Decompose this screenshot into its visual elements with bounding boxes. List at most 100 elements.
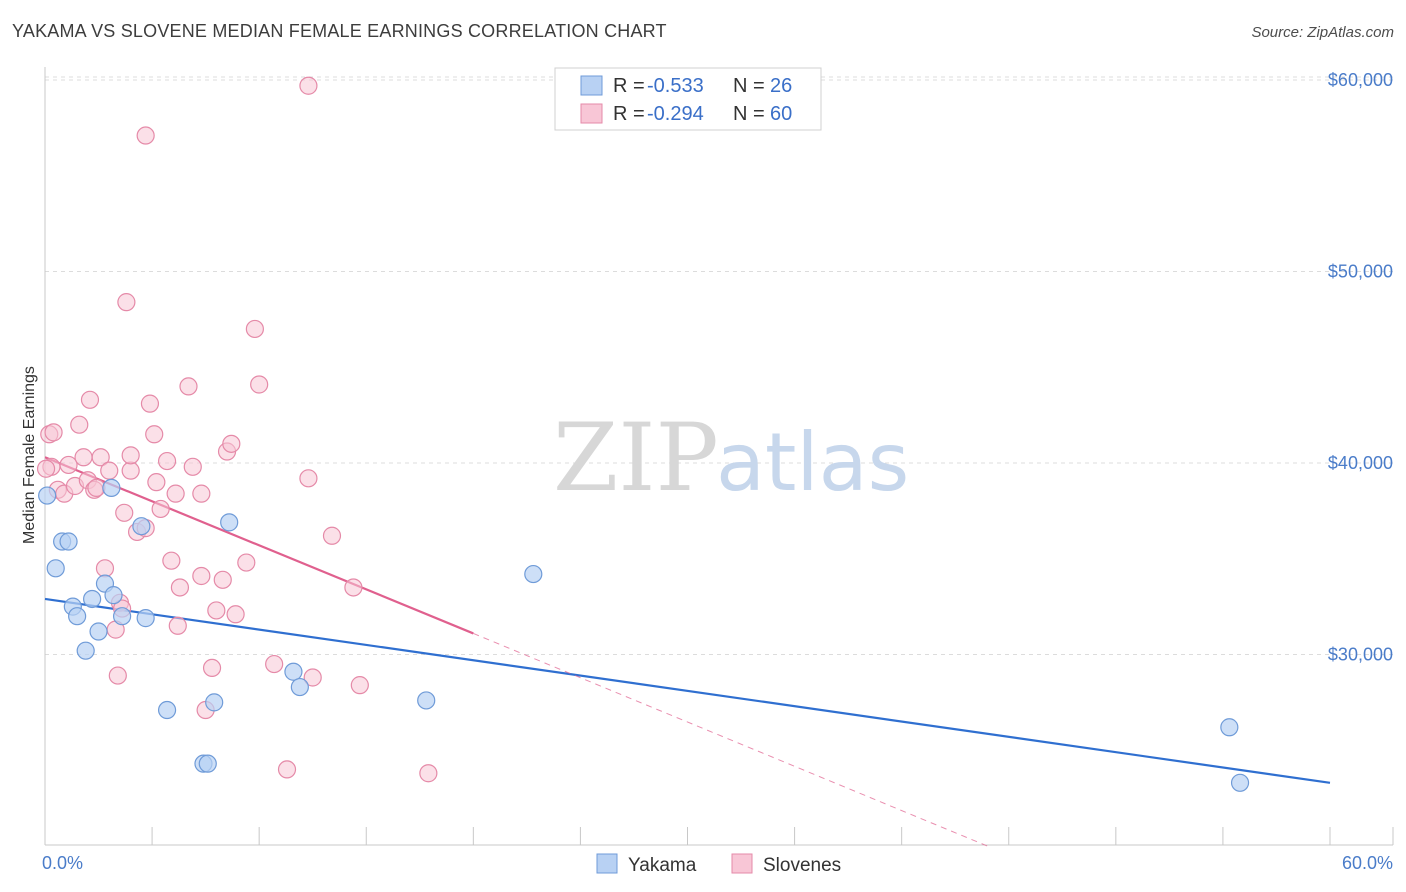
slovenes-point (166, 484, 185, 503)
labels-layer: $30,000 $40,000 $50,000 $60,000 0.0% 60.0% (42, 70, 1393, 873)
legend-slovenes-n-value: 60 (770, 103, 792, 125)
yakama-point (290, 677, 309, 697)
slovenes-point (145, 425, 164, 444)
yakama-point (417, 691, 436, 710)
yakama-point (136, 609, 155, 628)
points-layer (36, 76, 1250, 792)
yakama-point (198, 754, 217, 773)
slovenes-point (91, 448, 110, 467)
y-tick-label: $50,000 (1328, 262, 1393, 282)
slovenes-point (70, 415, 89, 434)
slovenes-point (115, 503, 134, 522)
slovenes-point (162, 551, 181, 570)
yakama-point (89, 622, 108, 641)
slovenes-point (207, 601, 226, 620)
slovenes-point (265, 654, 284, 674)
watermark-zip: ZIP (553, 404, 719, 513)
slovenes-point (179, 377, 198, 396)
trend-layer (44, 456, 1331, 847)
slovenes-point (74, 448, 93, 467)
slovenes-point (322, 526, 342, 545)
slovenes-point (277, 760, 297, 779)
yakama-point (220, 513, 239, 532)
watermark-atlas: atlas (716, 416, 909, 509)
stats-legend: R = -0.533 N = 26 R = -0.294 N = 60 (554, 67, 822, 131)
yakama-point (1230, 773, 1250, 792)
slovenes-point (250, 375, 269, 394)
yakama-point (38, 486, 57, 505)
series-legend: Yakama Slovenes (596, 853, 841, 876)
slovenes-point (237, 553, 256, 572)
watermark: ZIP atlas (553, 404, 909, 513)
bottom-legend-yakama-swatch (596, 853, 618, 874)
yakama-point (132, 517, 151, 536)
slovenes-point (202, 658, 222, 678)
yakama-point (524, 564, 543, 584)
slovenes-point (44, 423, 63, 442)
legend-slovenes-n-label: N = (733, 103, 765, 125)
slovenes-point (59, 455, 78, 475)
slovenes-point (350, 676, 369, 695)
legend-slovenes-r-value: -0.294 (647, 103, 704, 125)
yakama-point (1220, 718, 1239, 737)
y-tick-label: $40,000 (1328, 453, 1393, 473)
source-label: Source: ZipAtlas.com (1251, 24, 1394, 41)
yakama-point (68, 607, 87, 626)
yakama-point (102, 478, 121, 497)
y-axis-label: Median Female Earnings (21, 366, 38, 544)
slovenes-trend-extension (473, 632, 988, 847)
legend-yakama-r-label: R = (613, 75, 645, 97)
slovenes-point (117, 293, 136, 312)
yakama-point (284, 662, 303, 681)
slovenes-point (222, 434, 241, 453)
slovenes-point (192, 566, 211, 586)
slovenes-point (147, 473, 166, 492)
slovenes-point (121, 446, 140, 465)
slovenes-point (108, 666, 127, 685)
slovenes-point (100, 461, 119, 480)
slovenes-point (299, 469, 318, 488)
bottom-legend-slovenes-label: Slovenes (763, 855, 841, 876)
legend-yakama-n-value: 26 (770, 75, 792, 97)
slovenes-point (183, 457, 202, 476)
slovenes-point (245, 319, 264, 339)
slovenes-point (213, 570, 232, 589)
slovenes-point (168, 616, 187, 635)
slovenes-point (157, 451, 177, 471)
legend-slovenes-r-label: R = (613, 103, 645, 125)
yakama-point (112, 607, 132, 626)
chart-title: YAKAMA VS SLOVENE MEDIAN FEMALE EARNINGS… (12, 21, 667, 41)
slovenes-point (303, 668, 322, 687)
legend-slovenes-swatch (580, 103, 603, 124)
yakama-point (104, 586, 123, 605)
slovenes-point (170, 578, 190, 597)
y-tick-label: $30,000 (1328, 645, 1393, 665)
slovenes-point (192, 484, 211, 503)
bottom-legend-yakama-label: Yakama (628, 855, 697, 876)
yakama-point (83, 589, 102, 609)
y-tick-label: $60,000 (1328, 70, 1393, 90)
slovenes-point (140, 394, 160, 413)
yakama-point (76, 641, 95, 660)
slovenes-point (121, 461, 140, 480)
slovenes-point (344, 578, 363, 597)
slovenes-point (80, 390, 100, 409)
slovenes-point (419, 764, 438, 783)
legend-yakama-swatch (580, 75, 603, 96)
legend-yakama-n-label: N = (733, 75, 765, 97)
bottom-legend-slovenes-swatch (731, 853, 753, 874)
yakama-point (46, 559, 65, 578)
slovenes-point (299, 76, 318, 95)
slovenes-point (226, 605, 245, 624)
slovenes-point (151, 499, 170, 519)
yakama-point (59, 532, 78, 551)
yakama-trend-line (44, 597, 1331, 784)
legend-yakama-r-value: -0.533 (647, 75, 704, 97)
yakama-point (205, 693, 224, 712)
slovenes-point (36, 459, 56, 478)
x-tick-label-max: 60.0% (1342, 853, 1393, 873)
slovenes-point (95, 559, 115, 578)
x-tick-label-min: 0.0% (42, 853, 83, 873)
slovenes-point (136, 126, 155, 145)
